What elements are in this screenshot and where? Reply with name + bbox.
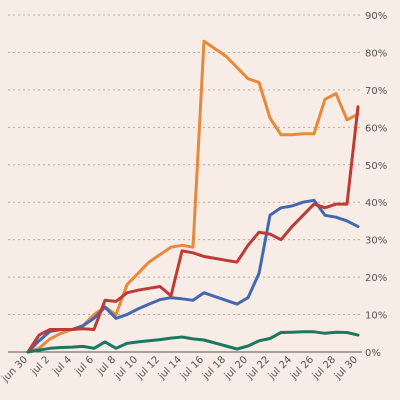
y-tick-label: 30% — [365, 236, 387, 247]
x-tick-label: jul 2 — [28, 354, 52, 378]
series-line-1 — [26, 39, 360, 354]
y-tick-label: 90% — [365, 11, 387, 22]
y-tick-label: 80% — [365, 48, 387, 59]
x-tick-label: jul 26 — [288, 354, 316, 382]
series-line-4 — [26, 330, 360, 354]
x-tick-label: jul 24 — [266, 354, 294, 382]
x-tick-label: jul 12 — [134, 354, 162, 382]
y-axis-tick-labels: 0% 10% 20% 30% 40% 50% 60% 70% 80% 90% — [365, 11, 387, 359]
y-tick-label: 50% — [365, 161, 387, 172]
x-tick-label: jul 30 — [332, 354, 360, 382]
gridlines — [8, 14, 362, 353]
y-tick-label: 10% — [365, 311, 387, 322]
y-tick-label: 40% — [365, 198, 387, 209]
x-tick-label: jul 20 — [222, 354, 250, 382]
x-tick-label: jul 14 — [156, 354, 184, 382]
y-tick-label: 70% — [365, 86, 387, 97]
x-tick-label: jul 4 — [50, 354, 74, 378]
x-tick-label: jul 22 — [244, 354, 272, 382]
y-tick-label: 20% — [365, 273, 387, 284]
x-tick-label: jul 18 — [200, 354, 228, 382]
x-tick-label: jul 6 — [72, 354, 96, 378]
x-tick-label: jun 30 — [0, 354, 30, 385]
series-line-3 — [26, 105, 360, 354]
x-tick-label: jul 16 — [178, 354, 206, 382]
y-tick-label: 60% — [365, 123, 387, 134]
x-tick-label: jul 28 — [310, 354, 338, 382]
series-line-2 — [26, 198, 360, 354]
series-lines — [26, 39, 360, 354]
y-tick-label: 0% — [365, 348, 381, 359]
x-tick-label: jul 10 — [112, 354, 140, 382]
